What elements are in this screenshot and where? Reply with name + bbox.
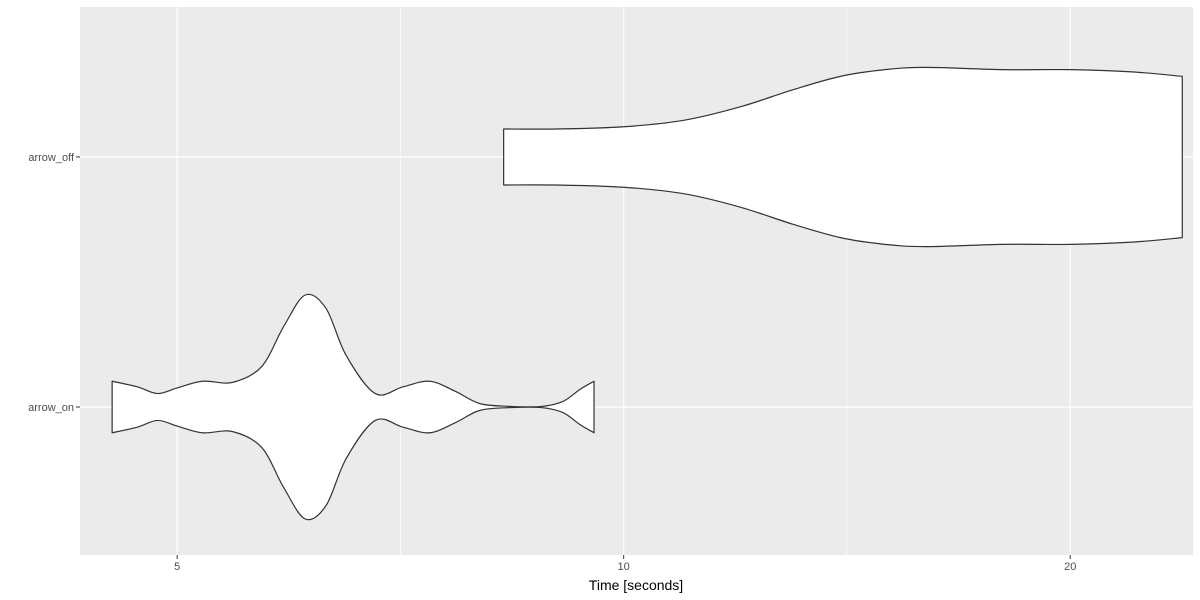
x-axis: 5 10 20 [174, 555, 1076, 573]
y-tick-label: arrow_off [28, 152, 75, 164]
violins [111, 66, 1183, 521]
x-tick-label: 5 [174, 561, 180, 573]
violin-arrow_on [111, 293, 595, 521]
x-axis-title: Time [seconds] [589, 577, 683, 593]
y-tick-label: arrow_on [28, 402, 74, 414]
x-tick-label: 10 [618, 561, 630, 573]
x-tick-label: 20 [1064, 561, 1076, 573]
y-axis: arrow_on arrow_off [28, 152, 80, 414]
violin-arrow_off [503, 66, 1183, 248]
